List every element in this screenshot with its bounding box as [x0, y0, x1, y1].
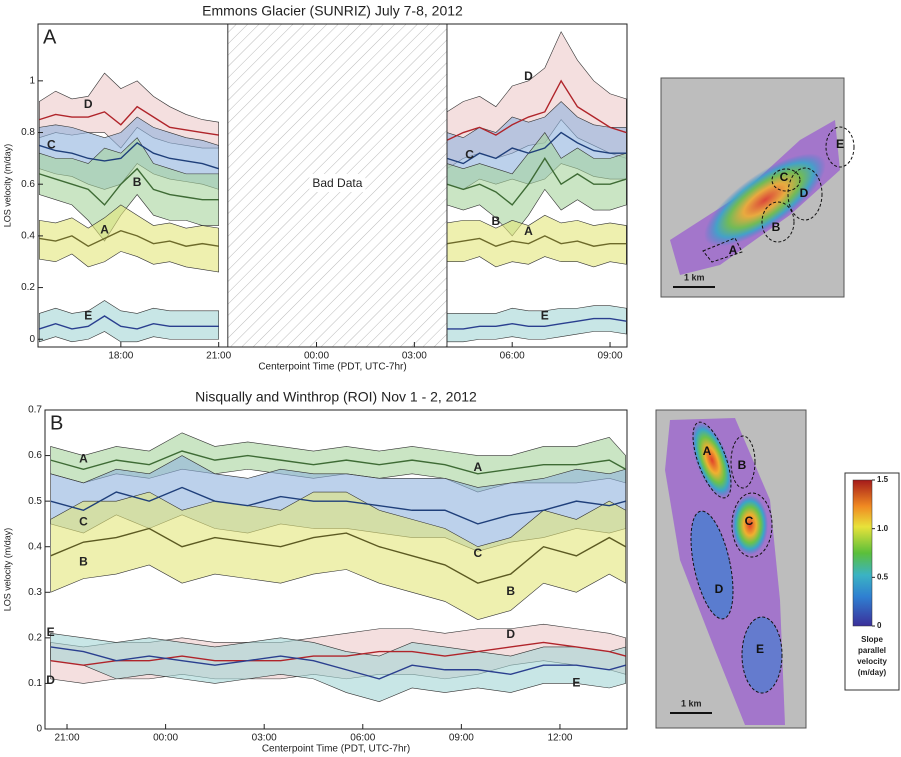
x-axis-label: Centerpoint Time (PDT, UTC-7hr) — [262, 744, 410, 755]
x-tick-label: 06:00 — [500, 351, 525, 362]
map-label: E — [756, 642, 764, 656]
y-tick-label: 0.5 — [28, 496, 42, 507]
series-line — [50, 646, 626, 680]
x-tick-label: 21:00 — [206, 351, 231, 362]
x-tick-label: 03:00 — [402, 351, 427, 362]
y-axis-label: LOS velocity (m/day) — [2, 528, 12, 612]
x-tick-label: 09:00 — [449, 733, 474, 744]
axes-frame — [44, 409, 628, 730]
series-label: D — [46, 673, 55, 687]
y-tick-label: 0.7 — [28, 405, 42, 416]
series-label: A — [524, 224, 533, 238]
series-label: B — [492, 214, 501, 228]
colorbar-tick-label: 1.5 — [877, 475, 889, 484]
x-tick-label: 00:00 — [153, 733, 178, 744]
colorbar-label: velocity — [857, 657, 887, 666]
map-bottom: A B C D E 1 km — [655, 409, 807, 729]
series-label: B — [79, 554, 88, 568]
map-label: C — [780, 170, 789, 184]
y-tick-label: 0.3 — [28, 587, 42, 598]
colorbar-tick-label: 1.0 — [877, 524, 889, 533]
y-tick-label: 0 — [29, 334, 35, 345]
map-label: B — [738, 458, 747, 472]
y-tick-label: 0 — [36, 724, 42, 735]
y-tick-label: 0.4 — [21, 231, 35, 242]
plot-area — [39, 31, 627, 343]
map-top: A B C D E 1 km — [660, 77, 855, 298]
series-line — [50, 527, 627, 584]
colorbar-label: parallel — [858, 646, 886, 655]
bad-data-label: Bad Data — [312, 176, 362, 190]
map-label: A — [729, 243, 738, 257]
y-tick-label: 0.1 — [28, 678, 42, 689]
y-tick-label: 0.8 — [21, 127, 35, 138]
series-label: A — [79, 451, 88, 465]
x-tick-label: 09:00 — [598, 351, 623, 362]
y-tick-label: 1 — [29, 75, 35, 86]
chart-title: Emmons Glacier (SUNRIZ) July 7-8, 2012 — [202, 3, 463, 19]
series-label: D — [84, 97, 93, 111]
series-label: A — [473, 460, 482, 474]
panel-label: A — [43, 26, 57, 48]
map-label: B — [772, 220, 781, 234]
series-line — [39, 79, 627, 141]
band — [39, 204, 627, 273]
series-label: B — [506, 584, 515, 598]
map-label: A — [703, 444, 712, 458]
series-label: E — [47, 625, 55, 639]
series-label: C — [47, 138, 56, 152]
y-tick-label: 0.2 — [21, 282, 35, 293]
y-tick-label: 0.4 — [28, 541, 42, 552]
map-label: E — [836, 137, 844, 151]
colorbar-tick-label: 0 — [877, 621, 882, 630]
colorbar-label: (m/day) — [858, 668, 887, 677]
y-axis-label: LOS velocity (m/day) — [2, 144, 12, 228]
series-line — [39, 131, 627, 170]
map-label: D — [800, 186, 809, 200]
colorbar — [844, 472, 900, 691]
colorbar-tick-label: 0.5 — [877, 572, 889, 581]
map-label: D — [715, 582, 724, 596]
series-line — [39, 229, 627, 248]
x-tick-label: 00:00 — [304, 351, 329, 362]
plot-area — [50, 432, 627, 702]
x-axis-label: Centerpoint Time (PDT, UTC-7hr) — [258, 362, 406, 373]
series-label: C — [465, 147, 474, 161]
series-line — [50, 486, 626, 525]
y-tick-label: 0.6 — [21, 179, 35, 190]
scale-label: 1 km — [684, 272, 705, 282]
series-label: D — [506, 627, 515, 641]
series-label: D — [524, 69, 533, 83]
series-line — [39, 157, 627, 206]
bad-data-label-bg — [309, 174, 366, 192]
band — [39, 132, 627, 242]
series-label: B — [133, 175, 142, 189]
panel-label: B — [50, 412, 63, 434]
y-tick-label: 0.6 — [28, 450, 42, 461]
series-line — [39, 315, 627, 330]
series-label: E — [541, 308, 549, 322]
series-label: C — [79, 514, 88, 528]
map-label: C — [745, 514, 754, 528]
chart-title: Nisqually and Winthrop (ROI) Nov 1 - 2, … — [195, 389, 477, 405]
series-label: E — [572, 675, 580, 689]
y-tick-label: 0.2 — [28, 632, 42, 643]
axes-frame — [37, 23, 628, 348]
x-tick-label: 06:00 — [350, 733, 375, 744]
scale-label: 1 km — [681, 698, 702, 708]
x-tick-label: 12:00 — [547, 733, 572, 744]
series-label: A — [100, 223, 109, 237]
x-tick-label: 21:00 — [55, 733, 80, 744]
band — [50, 491, 626, 620]
x-tick-label: 18:00 — [108, 351, 133, 362]
series-label: C — [473, 546, 482, 560]
series-line — [50, 450, 627, 475]
series-line — [50, 641, 626, 666]
band — [39, 300, 627, 343]
series-label: E — [84, 308, 92, 322]
x-tick-label: 03:00 — [252, 733, 277, 744]
colorbar-label: Slope — [861, 635, 883, 644]
